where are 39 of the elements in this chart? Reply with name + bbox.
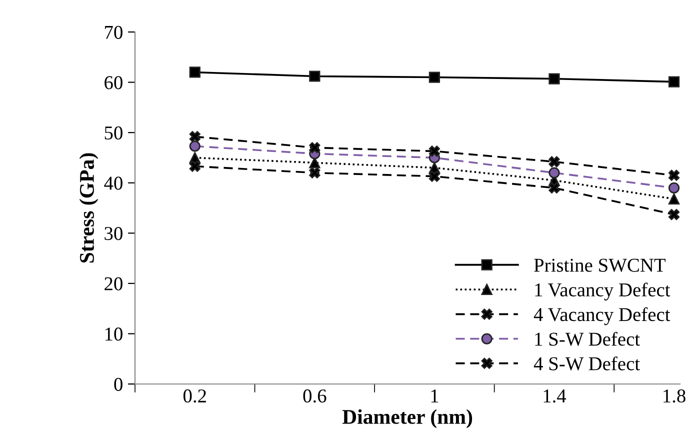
point <box>189 140 200 152</box>
x-tick-label: 0.6 <box>303 389 326 403</box>
point <box>428 170 440 182</box>
x-axis-title: Diameter (nm) <box>342 409 472 428</box>
x-tick-label: 1.4 <box>544 390 566 403</box>
legend-label: 1 S-W Defect <box>535 332 640 346</box>
legend-label: Pristine SWCNT <box>534 258 666 272</box>
y-tick-label: 20 <box>104 277 122 290</box>
y-tick-label: 50 <box>104 126 122 140</box>
point <box>189 160 200 172</box>
point <box>428 146 440 157</box>
point <box>668 208 680 220</box>
x-tick-label: 1.8 <box>664 389 686 403</box>
point <box>309 70 320 82</box>
y-tick-label: 30 <box>104 226 122 240</box>
x-tick-label: 1 <box>431 390 438 402</box>
point <box>668 76 680 88</box>
y-tick-label: 0 <box>114 378 122 391</box>
point <box>548 167 560 178</box>
y-tick-label: 40 <box>104 176 122 190</box>
y-axis-title: Stress (GPa) <box>79 153 98 263</box>
point <box>309 167 320 178</box>
point <box>668 170 680 181</box>
legend-label: 4 S-W Defect <box>534 356 640 370</box>
point <box>548 182 560 194</box>
legend-label: 4 Vacancy Defect <box>534 307 670 326</box>
x-tick-label: 0.2 <box>183 389 206 403</box>
point <box>668 193 680 205</box>
point <box>548 156 560 168</box>
point <box>189 131 200 142</box>
legend-label: 1 Vacancy Defect <box>535 282 670 300</box>
point <box>189 66 200 78</box>
point <box>668 182 680 194</box>
y-tick-label: 10 <box>105 328 122 341</box>
point <box>548 73 560 84</box>
point <box>309 142 320 154</box>
y-tick-label: 70 <box>105 26 122 39</box>
y-tick-label: 60 <box>104 76 122 90</box>
point <box>428 72 440 83</box>
